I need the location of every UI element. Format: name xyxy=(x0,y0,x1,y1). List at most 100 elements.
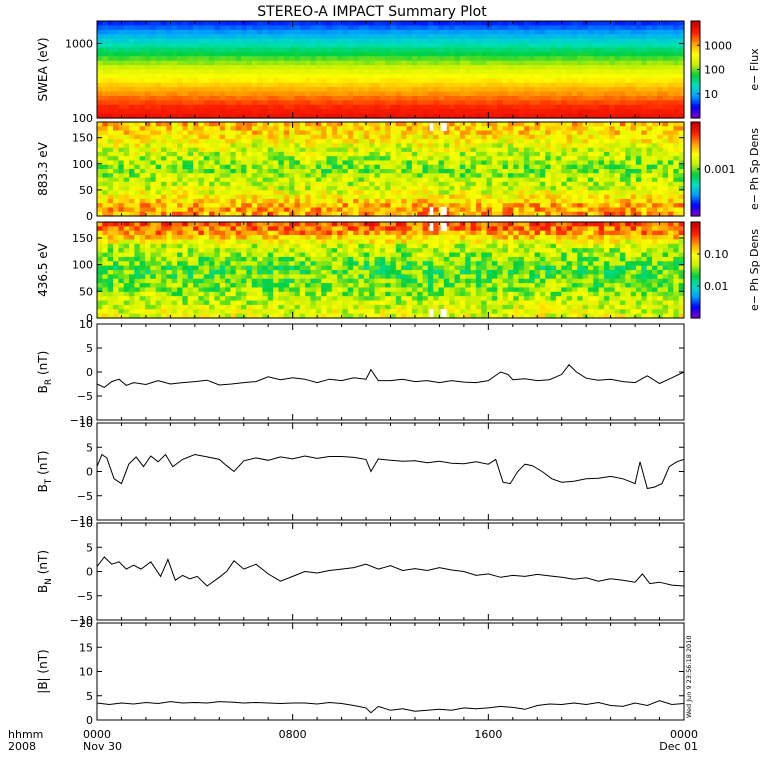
heatmap-cell xyxy=(102,194,109,200)
heatmap-cell xyxy=(321,43,328,49)
heatmap-cell xyxy=(678,186,685,191)
heatmap-cell xyxy=(651,207,658,213)
heatmap-cell xyxy=(523,87,530,93)
heatmap-cell xyxy=(678,51,685,57)
heatmap-cell xyxy=(673,109,680,115)
heatmap-cell xyxy=(385,134,392,140)
heatmap-cell xyxy=(598,73,605,79)
heatmap-cell xyxy=(619,139,626,144)
heatmap-cell xyxy=(299,56,306,62)
heatmap-cell xyxy=(609,29,616,35)
heatmap-cell xyxy=(289,211,296,217)
heatmap-cell xyxy=(347,181,354,187)
heatmap-cell xyxy=(491,198,498,204)
heatmap-cell xyxy=(278,38,285,44)
heatmap-cell xyxy=(475,156,482,162)
heatmap-cell xyxy=(598,109,605,115)
heatmap-cell xyxy=(182,21,189,27)
heatmap-cell xyxy=(326,109,333,115)
heatmap-cell xyxy=(593,78,600,84)
heatmap-cell xyxy=(235,51,242,57)
heatmap-cell xyxy=(481,113,488,119)
heatmap-cell xyxy=(577,38,584,44)
heatmap-cell xyxy=(577,169,584,174)
heatmap-cell xyxy=(342,151,349,157)
heatmap-cell xyxy=(401,78,408,84)
heatmap-cell xyxy=(118,190,125,196)
heatmap-cell xyxy=(422,113,429,119)
heatmap-cell xyxy=(550,126,557,132)
heatmap-cell xyxy=(630,177,637,183)
heatmap-cell xyxy=(502,73,509,79)
heatmap-cell xyxy=(417,143,424,149)
heatmap-cell xyxy=(177,139,183,144)
heatmap-cell xyxy=(673,91,680,97)
heatmap-cell xyxy=(193,147,199,153)
heatmap-cell xyxy=(321,25,328,31)
heatmap-cell xyxy=(321,164,328,170)
heatmap-cell xyxy=(449,126,456,132)
heatmap-cell xyxy=(257,164,264,170)
heatmap-cell xyxy=(321,73,328,79)
heatmap-cell xyxy=(219,130,226,136)
heatmap-cell xyxy=(491,82,498,88)
heatmap-cell xyxy=(662,91,669,97)
heatmap-cell xyxy=(417,109,424,115)
heatmap-cell xyxy=(171,198,178,204)
heatmap-cell xyxy=(667,38,674,44)
heatmap-cell xyxy=(129,73,135,79)
heatmap-cell xyxy=(118,95,125,101)
heatmap-cell xyxy=(673,43,680,49)
heatmap-cell xyxy=(657,186,664,191)
heatmap-cell xyxy=(646,113,653,119)
heatmap-cell xyxy=(545,47,552,53)
heatmap-cell xyxy=(379,173,386,179)
heatmap-cell xyxy=(155,147,162,153)
heatmap-cell xyxy=(582,203,589,209)
heatmap-cell xyxy=(182,173,189,179)
heatmap-cell xyxy=(593,151,600,157)
colorbar-step xyxy=(691,185,700,189)
heatmap-cell xyxy=(139,130,146,136)
heatmap-cell xyxy=(598,190,605,196)
heatmap-cell xyxy=(539,147,546,153)
heatmap-cell xyxy=(379,181,386,187)
heatmap-cell xyxy=(518,34,525,40)
heatmap-cell xyxy=(465,122,472,127)
heatmap-cell xyxy=(177,130,183,136)
heatmap-cell xyxy=(118,164,125,170)
heatmap-cell xyxy=(561,139,568,144)
heatmap-cell xyxy=(465,169,472,174)
heatmap-cell xyxy=(401,56,408,62)
heatmap-cell xyxy=(507,47,514,53)
heatmap-cell xyxy=(529,177,536,183)
heatmap-cell xyxy=(662,156,669,162)
heatmap-cell xyxy=(651,51,658,57)
heatmap-cell xyxy=(315,113,322,119)
heatmap-cell xyxy=(614,65,621,71)
heatmap-cell xyxy=(486,25,493,31)
heatmap-cell xyxy=(465,203,472,209)
heatmap-cell xyxy=(299,143,306,149)
heatmap-cell xyxy=(395,69,402,75)
heatmap-cell xyxy=(550,69,557,75)
heatmap-cell xyxy=(246,95,253,101)
heatmap-cell xyxy=(353,181,360,187)
heatmap-cell xyxy=(326,177,333,183)
heatmap-cell xyxy=(598,78,605,84)
heatmap-cell xyxy=(289,43,296,49)
heatmap-cell xyxy=(566,169,573,174)
heatmap-cell xyxy=(118,147,125,153)
heatmap-cell xyxy=(118,56,125,62)
heatmap-cell xyxy=(641,164,648,170)
heatmap-cell xyxy=(598,156,605,162)
heatmap-cell xyxy=(289,73,296,79)
heatmap-cell xyxy=(187,95,194,101)
heatmap-cell xyxy=(257,143,264,149)
heatmap-cell xyxy=(209,211,215,217)
heatmap-cell xyxy=(198,198,205,204)
heatmap-cell xyxy=(603,109,610,115)
heatmap-cell xyxy=(401,51,408,57)
heatmap-cell xyxy=(678,143,685,149)
heatmap-cell xyxy=(646,34,653,40)
